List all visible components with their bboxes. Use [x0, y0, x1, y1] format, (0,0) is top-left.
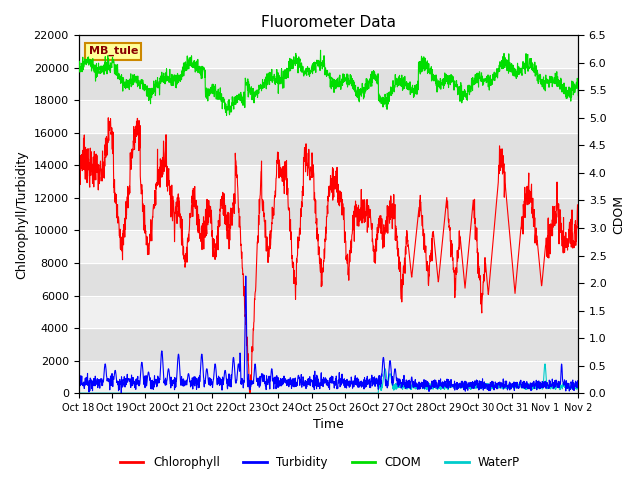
Y-axis label: CDOM: CDOM: [612, 195, 625, 234]
Bar: [79, 296, 579, 328]
Text: MB_tule: MB_tule: [88, 46, 138, 56]
Y-axis label: Chlorophyll/Turbidity: Chlorophyll/Turbidity: [15, 150, 28, 278]
X-axis label: Time: Time: [313, 419, 344, 432]
Legend: Chlorophyll, Turbidity, CDOM, WaterP: Chlorophyll, Turbidity, CDOM, WaterP: [115, 452, 525, 474]
Bar: [79, 68, 579, 100]
Bar: [79, 328, 579, 360]
Bar: [79, 166, 579, 198]
Bar: [79, 36, 579, 68]
Bar: [79, 133, 579, 166]
Bar: [79, 100, 579, 133]
Bar: [79, 198, 579, 230]
Bar: [79, 230, 579, 263]
Title: Fluorometer Data: Fluorometer Data: [261, 15, 396, 30]
Bar: [79, 360, 579, 393]
Bar: [79, 263, 579, 296]
